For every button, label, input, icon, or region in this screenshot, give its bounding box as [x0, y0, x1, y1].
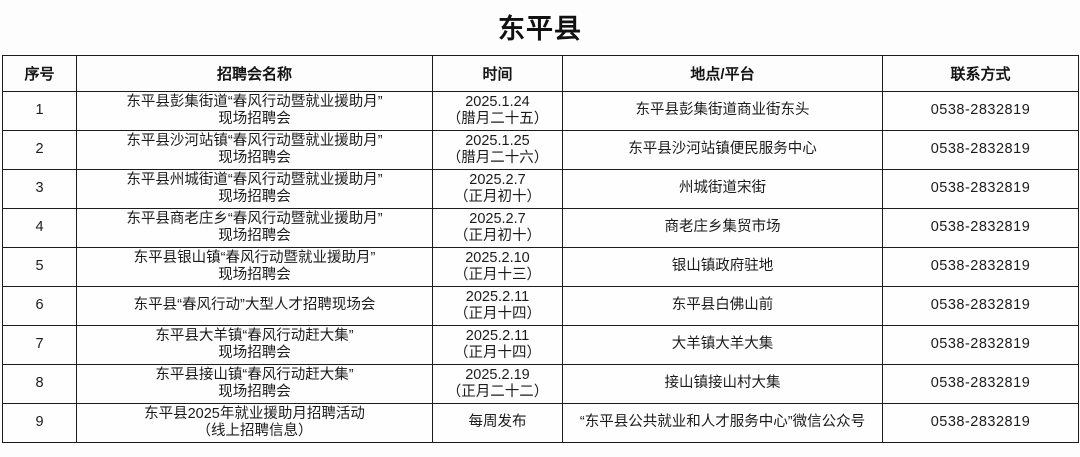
- cell-time: 2025.2.11 （正月十四）: [432, 325, 563, 365]
- job-fair-table: 序号 招聘会名称 时间 地点/平台 联系方式 1 东平县彭集街道“春风行动暨就业援…: [2, 55, 1079, 443]
- cell-location: 大羊镇大羊大集: [562, 325, 883, 365]
- cell-fair-name: 东平县大羊镇“春风行动赶大集” 现场招聘会: [76, 325, 433, 365]
- table-row: 9 东平县2025年就业援助月招聘活动 （线上招聘信息） 每周发布 “东平县公共就业和人…: [2, 403, 1079, 443]
- cell-serial: 4: [2, 208, 77, 248]
- cell-serial: 8: [2, 364, 77, 404]
- cell-location: 银山镇政府驻地: [562, 247, 883, 287]
- cell-time: 2025.2.10 （正月十三）: [432, 247, 563, 287]
- col-header-name: 招聘会名称: [76, 55, 433, 92]
- cell-serial: 5: [2, 247, 77, 287]
- table-row: 1 东平县彭集街道“春风行动暨就业援助月” 现场招聘会 2025.1.24 （腊月二十五…: [2, 91, 1079, 131]
- cell-location: 州城街道宋街: [562, 169, 883, 209]
- cell-location: 商老庄乡集贸市场: [562, 208, 883, 248]
- cell-location: “东平县公共就业和人才服务中心”微信公众号: [562, 403, 883, 443]
- cell-contact: 0538-2832819: [882, 208, 1079, 248]
- cell-serial: 9: [2, 403, 77, 443]
- table-row: 6 东平县“春风行动”大型人才招聘现场会 2025.2.11 （正月十四） 东平县白佛山…: [2, 286, 1079, 326]
- cell-fair-name: 东平县沙河站镇“春风行动暨就业援助月” 现场招聘会: [76, 130, 433, 170]
- col-header-time: 时间: [432, 55, 563, 92]
- table-row: 5 东平县银山镇“春风行动暨就业援助月” 现场招聘会 2025.2.10 （正月十三）银…: [2, 247, 1079, 287]
- cell-serial: 7: [2, 325, 77, 365]
- cell-time: 2025.1.25 （腊月二十六）: [432, 130, 563, 170]
- cell-time: 2025.2.19 （正月二十二）: [432, 364, 563, 404]
- cell-contact: 0538-2832819: [882, 169, 1079, 209]
- cell-fair-name: 东平县2025年就业援助月招聘活动 （线上招聘信息）: [76, 403, 433, 443]
- cell-contact: 0538-2832819: [882, 403, 1079, 443]
- col-header-location: 地点/平台: [562, 55, 883, 92]
- page-title: 东平县: [498, 14, 582, 44]
- cell-contact: 0538-2832819: [882, 286, 1079, 326]
- table-header-row: 序号 招聘会名称 时间 地点/平台 联系方式: [2, 55, 1079, 92]
- table-row: 3 东平县州城街道“春风行动暨就业援助月” 现场招聘会 2025.2.7 （正月初十）州…: [2, 169, 1079, 209]
- cell-contact: 0538-2832819: [882, 247, 1079, 287]
- cell-location: 东平县白佛山前: [562, 286, 883, 326]
- cell-serial: 1: [2, 91, 77, 131]
- cell-fair-name: 东平县“春风行动”大型人才招聘现场会: [76, 286, 433, 326]
- cell-fair-name: 东平县彭集街道“春风行动暨就业援助月” 现场招聘会: [76, 91, 433, 131]
- cell-fair-name: 东平县州城街道“春风行动暨就业援助月” 现场招聘会: [76, 169, 433, 209]
- cell-serial: 6: [2, 286, 77, 326]
- table-row: 2 东平县沙河站镇“春风行动暨就业援助月” 现场招聘会 2025.1.25 （腊月二十六…: [2, 130, 1079, 170]
- col-header-serial: 序号: [2, 55, 77, 92]
- cell-location: 东平县彭集街道商业街东头: [562, 91, 883, 131]
- cell-location: 接山镇接山村大集: [562, 364, 883, 404]
- cell-serial: 3: [2, 169, 77, 209]
- cell-contact: 0538-2832819: [882, 364, 1079, 404]
- cell-time: 每周发布: [432, 403, 563, 443]
- cell-fair-name: 东平县商老庄乡“春风行动暨就业援助月” 现场招聘会: [76, 208, 433, 248]
- table-row: 4 东平县商老庄乡“春风行动暨就业援助月” 现场招聘会 2025.2.7 （正月初十）商…: [2, 208, 1079, 248]
- cell-fair-name: 东平县银山镇“春风行动暨就业援助月” 现场招聘会: [76, 247, 433, 287]
- cell-time: 2025.2.7 （正月初十）: [432, 208, 563, 248]
- table-row: 8 东平县接山镇“春风行动赶大集” 现场招聘会 2025.2.19 （正月二十二） 接山镇…: [2, 364, 1079, 404]
- table-row: 7 东平县大羊镇“春风行动赶大集” 现场招聘会 2025.2.11 （正月十四） 大羊镇大…: [2, 325, 1079, 365]
- cell-contact: 0538-2832819: [882, 130, 1079, 170]
- cell-time: 2025.2.7 （正月初十）: [432, 169, 563, 209]
- col-header-contact: 联系方式: [882, 55, 1079, 92]
- cell-time: 2025.2.11 （正月十四）: [432, 286, 563, 326]
- cell-contact: 0538-2832819: [882, 91, 1079, 131]
- cell-time: 2025.1.24 （腊月二十五）: [432, 91, 563, 131]
- cell-location: 东平县沙河站镇便民服务中心: [562, 130, 883, 170]
- cell-serial: 2: [2, 130, 77, 170]
- cell-fair-name: 东平县接山镇“春风行动赶大集” 现场招聘会: [76, 364, 433, 404]
- cell-contact: 0538-2832819: [882, 325, 1079, 365]
